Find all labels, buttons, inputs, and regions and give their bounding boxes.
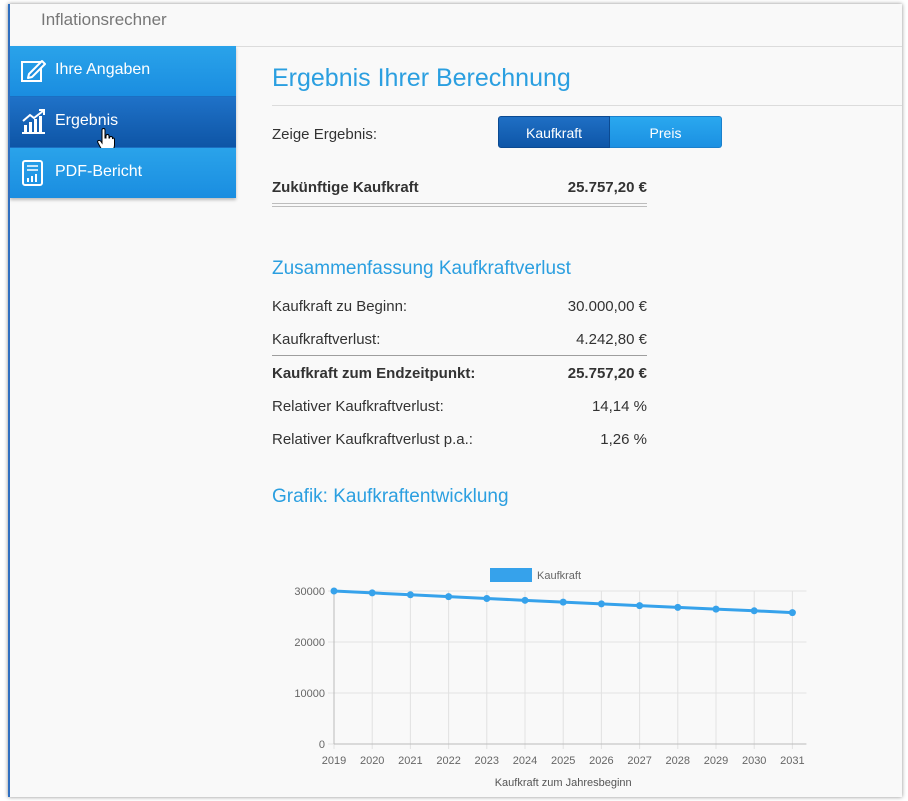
sidebar-item-ergebnis[interactable]: Ergebnis xyxy=(10,97,236,152)
x-tick-label: 2020 xyxy=(360,755,384,767)
toggle-preis-button[interactable]: Preis xyxy=(610,116,722,148)
sidebar-item-label: Ergebnis xyxy=(55,112,119,129)
toggle-kaufkraft-button[interactable]: Kaufkraft xyxy=(498,116,610,148)
x-tick-label: 2026 xyxy=(589,755,613,767)
row-value: 14,14 % xyxy=(591,398,647,415)
y-tick-label: 30000 xyxy=(294,586,325,598)
x-tick-label: 2027 xyxy=(627,755,651,767)
sidebar-item-label: Ihre Angaben xyxy=(55,61,151,78)
summary-row: Relativer Kaufkraftverlust p.a.: 1,26 % xyxy=(272,431,647,448)
x-tick-label: 2022 xyxy=(436,755,460,767)
x-tick-label: 2031 xyxy=(780,755,804,767)
x-tick-label: 2028 xyxy=(666,755,690,767)
app-window: Inflationsrechner Ihre Angaben Ergebnis xyxy=(8,4,902,797)
row-label: Zukünftige Kaufkraft xyxy=(272,179,419,196)
page-title: Ergebnis Ihrer Berechnung xyxy=(272,64,571,92)
title-bar: Inflationsrechner xyxy=(10,4,902,47)
chart-growth-icon xyxy=(22,109,45,134)
sidebar-item-label: PDF-Bericht xyxy=(55,163,143,180)
row-label: Relativer Kaufkraftverlust p.a.: xyxy=(272,431,473,448)
double-divider xyxy=(272,203,647,207)
row-label: Relativer Kaufkraftverlust: xyxy=(272,398,444,415)
data-point xyxy=(559,598,567,606)
y-tick-label: 0 xyxy=(319,739,325,751)
legend-swatch xyxy=(490,568,532,582)
data-point xyxy=(368,589,376,597)
legend-label: Kaufkraft xyxy=(537,570,581,582)
row-value: 4.242,80 € xyxy=(576,331,647,348)
y-tick-label: 10000 xyxy=(294,688,325,700)
summary-title: Zusammenfassung Kaufkraftverlust xyxy=(272,258,571,279)
summary-row: Relativer Kaufkraftverlust: 14,14 % xyxy=(272,398,647,415)
data-point xyxy=(597,600,605,608)
data-point xyxy=(636,602,644,610)
purchasing-power-chart: 30000 20000 10000 0 2019 2020 2021 2022 2023 2024… xyxy=(294,568,807,789)
x-axis-label: Kaufkraft zum Jahresbeginn xyxy=(495,777,632,789)
x-tick-label: 2030 xyxy=(742,755,766,767)
x-tick-label: 2029 xyxy=(704,755,728,767)
data-point xyxy=(674,603,682,611)
data-point xyxy=(750,607,758,615)
data-point xyxy=(445,593,453,601)
data-point xyxy=(788,609,796,617)
divider xyxy=(272,105,902,106)
data-point xyxy=(330,587,338,595)
show-result-label: Zeige Ergebnis: xyxy=(272,126,378,143)
row-label: Kaufkraft zum Endzeitpunkt: xyxy=(272,365,476,382)
sidebar: Ihre Angaben Ergebnis xyxy=(10,46,236,198)
x-tick-label: 2019 xyxy=(322,755,346,767)
hand-cursor-icon xyxy=(97,128,115,152)
summary-row: Kaufkraftverlust: 4.242,80 € xyxy=(272,331,647,348)
row-label: Kaufkraft zu Beginn: xyxy=(272,298,408,315)
summary-row: Kaufkraft zum Endzeitpunkt: 25.757,20 € xyxy=(272,365,647,382)
data-point xyxy=(521,596,529,604)
data-point xyxy=(712,605,720,613)
future-purchasing-power-row: Zukünftige Kaufkraft 25.757,20 € xyxy=(272,179,647,196)
row-value: 25.757,20 € xyxy=(567,365,647,382)
row-label: Kaufkraftverlust: xyxy=(272,331,381,348)
edit-icon xyxy=(21,60,46,82)
sidebar-item-ihre-angaben[interactable]: Ihre Angaben xyxy=(10,46,236,97)
x-tick-label: 2024 xyxy=(513,755,537,767)
divider xyxy=(272,355,647,356)
y-tick-label: 20000 xyxy=(294,637,325,649)
data-point xyxy=(406,591,414,599)
result-toggle: Kaufkraft Preis xyxy=(498,116,722,148)
x-tick-label: 2023 xyxy=(475,755,499,767)
report-document-icon xyxy=(22,160,43,186)
x-tick-label: 2025 xyxy=(551,755,575,767)
app-title: Inflationsrechner xyxy=(41,10,167,29)
row-value: 30.000,00 € xyxy=(567,298,647,315)
chart-section-title: Grafik: Kaufkraftentwicklung xyxy=(272,486,509,507)
sidebar-item-pdf-bericht[interactable]: PDF-Bericht xyxy=(10,148,236,198)
x-tick-label: 2021 xyxy=(398,755,422,767)
summary-row: Kaufkraft zu Beginn: 30.000,00 € xyxy=(272,298,647,315)
data-point xyxy=(483,594,491,602)
row-value: 25.757,20 € xyxy=(567,179,647,196)
row-value: 1,26 % xyxy=(600,431,647,448)
